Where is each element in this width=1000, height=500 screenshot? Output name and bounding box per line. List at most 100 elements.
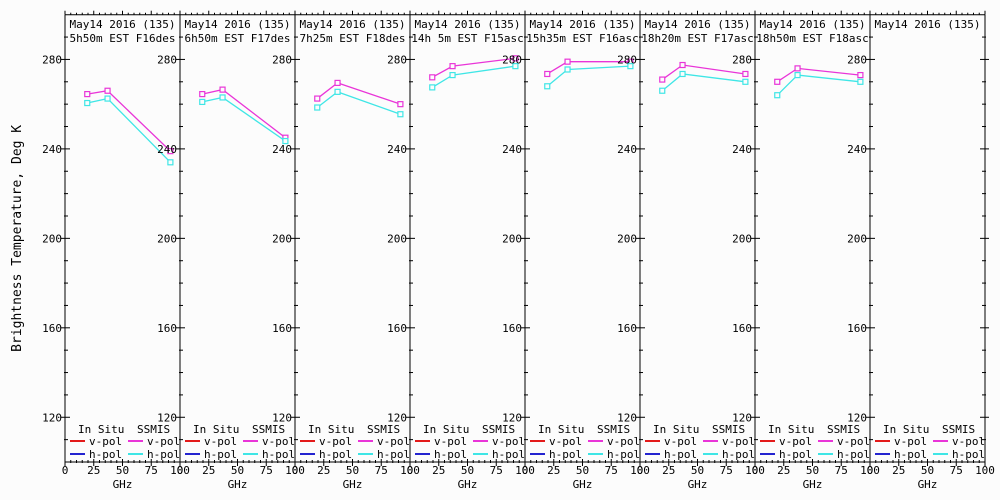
x-tick-label: 50 bbox=[921, 464, 934, 477]
data-point-marker bbox=[679, 70, 686, 78]
data-point-marker bbox=[167, 159, 174, 166]
x-tick-label: 100 bbox=[975, 464, 995, 477]
data-point-marker bbox=[742, 78, 749, 85]
data-point-marker bbox=[84, 90, 91, 98]
panel-title: May14 2016 (135) bbox=[645, 18, 751, 31]
data-point-marker bbox=[167, 148, 174, 155]
y-tick-label: 120 bbox=[387, 411, 407, 424]
y-tick-label: 160 bbox=[387, 322, 407, 335]
data-point-marker bbox=[774, 78, 781, 85]
x-tick-label: 25 bbox=[432, 464, 445, 477]
y-tick-label: 280 bbox=[387, 53, 407, 66]
x-tick-label: 100 bbox=[745, 464, 765, 477]
x-axis-title: GHz bbox=[918, 478, 938, 491]
data-point-marker bbox=[449, 71, 456, 79]
panel-title: May14 2016 (135) bbox=[70, 18, 176, 31]
y-tick-label: 120 bbox=[732, 411, 752, 424]
data-point-marker bbox=[314, 95, 321, 102]
x-axis-title: GHz bbox=[458, 478, 478, 491]
legend-item-label: h-pol bbox=[664, 448, 697, 461]
y-tick-label: 120 bbox=[157, 411, 177, 424]
y-tick-label: 280 bbox=[42, 53, 62, 66]
data-point-marker bbox=[199, 90, 206, 98]
x-tick-label: 100 bbox=[860, 464, 880, 477]
x-tick-label: 25 bbox=[777, 464, 790, 477]
y-tick-label: 280 bbox=[272, 53, 292, 66]
x-tick-label: 100 bbox=[630, 464, 650, 477]
x-tick-label: 100 bbox=[170, 464, 190, 477]
panel-title: May14 2016 (135) bbox=[760, 18, 866, 31]
data-point-marker bbox=[104, 87, 111, 94]
y-tick-label: 200 bbox=[42, 232, 62, 245]
data-point-marker bbox=[429, 84, 436, 91]
legend-header: SSMIS bbox=[137, 423, 170, 436]
panel-subtitle: 7h25m EST F18des bbox=[300, 32, 406, 45]
x-tick-label: 50 bbox=[461, 464, 474, 477]
x-tick-label: 75 bbox=[375, 464, 388, 477]
legend-header: In Situ bbox=[883, 423, 929, 436]
legend-header: In Situ bbox=[78, 423, 124, 436]
y-tick-label: 200 bbox=[502, 232, 522, 245]
x-tick-label: 75 bbox=[835, 464, 848, 477]
legend-item-label: v-pol bbox=[89, 435, 122, 448]
y-tick-label: 200 bbox=[847, 232, 867, 245]
x-tick-label: 100 bbox=[400, 464, 420, 477]
x-tick-label: 75 bbox=[490, 464, 503, 477]
panel-7: 120 160 200 240 280 0 25 50 75 100 GHz May14 2016 (… bbox=[732, 10, 880, 491]
data-point-marker bbox=[794, 65, 801, 72]
legend-header: SSMIS bbox=[827, 423, 860, 436]
data-point-marker bbox=[564, 58, 571, 65]
panel-subtitle: 15h35m EST F16asc bbox=[526, 32, 639, 45]
legend-item-label: v-pol bbox=[319, 435, 352, 448]
y-tick-label: 240 bbox=[157, 143, 177, 156]
y-tick-label: 160 bbox=[42, 322, 62, 335]
legend-item-label: h-pol bbox=[89, 448, 122, 461]
y-tick-label: 200 bbox=[732, 232, 752, 245]
legend-header: In Situ bbox=[308, 423, 354, 436]
panel-title: May14 2016 (135) bbox=[185, 18, 291, 31]
y-tick-label: 160 bbox=[847, 322, 867, 335]
legend-item-label: h-pol bbox=[837, 448, 870, 461]
data-point-marker bbox=[84, 99, 91, 107]
data-point-marker bbox=[397, 111, 404, 118]
panel-6: 120 160 200 240 280 0 25 50 75 100 GHz May14 2016 (… bbox=[617, 10, 765, 491]
legend-header: In Situ bbox=[653, 423, 699, 436]
legend-item-label: v-pol bbox=[204, 435, 237, 448]
legend-item-label: v-pol bbox=[664, 435, 697, 448]
panel-title: May14 2016 (135) bbox=[415, 18, 521, 31]
panel-title: May14 2016 (135) bbox=[300, 18, 406, 31]
x-tick-label: 0 bbox=[522, 464, 529, 477]
x-axis-title: GHz bbox=[228, 478, 248, 491]
x-tick-label: 25 bbox=[547, 464, 560, 477]
legend-item-label: v-pol bbox=[262, 435, 295, 448]
y-tick-label: 160 bbox=[502, 322, 522, 335]
legend-item-label: h-pol bbox=[549, 448, 582, 461]
panel-3: 120 160 200 240 280 0 25 50 75 100 GHz May14 2016 (… bbox=[272, 10, 420, 491]
legend-item-label: h-pol bbox=[319, 448, 352, 461]
panel-subtitle: 5h50m EST F16des bbox=[70, 32, 176, 45]
x-tick-label: 50 bbox=[691, 464, 704, 477]
y-tick-label: 240 bbox=[617, 143, 637, 156]
legend-header: In Situ bbox=[193, 423, 239, 436]
legend-item-label: h-pol bbox=[262, 448, 295, 461]
x-tick-label: 50 bbox=[576, 464, 589, 477]
panel-subtitle: 18h50m EST F18asc bbox=[756, 32, 869, 45]
legend-item-label: h-pol bbox=[147, 448, 180, 461]
data-point-marker bbox=[334, 88, 341, 95]
data-point-marker bbox=[314, 104, 321, 111]
data-point-marker bbox=[219, 94, 226, 101]
legend-item-label: v-pol bbox=[434, 435, 467, 448]
legend-header: SSMIS bbox=[252, 423, 285, 436]
y-tick-label: 280 bbox=[732, 53, 752, 66]
y-tick-label: 160 bbox=[157, 322, 177, 335]
y-tick-label: 120 bbox=[617, 411, 637, 424]
data-point-marker bbox=[774, 92, 781, 99]
legend-item-label: v-pol bbox=[147, 435, 180, 448]
data-point-marker bbox=[627, 63, 634, 70]
data-point-marker bbox=[679, 61, 686, 69]
y-tick-label: 280 bbox=[847, 53, 867, 66]
panel-2: 120 160 200 240 280 0 25 50 75 100 GHz May14 2016 (… bbox=[157, 10, 305, 491]
data-point-marker bbox=[282, 137, 289, 145]
